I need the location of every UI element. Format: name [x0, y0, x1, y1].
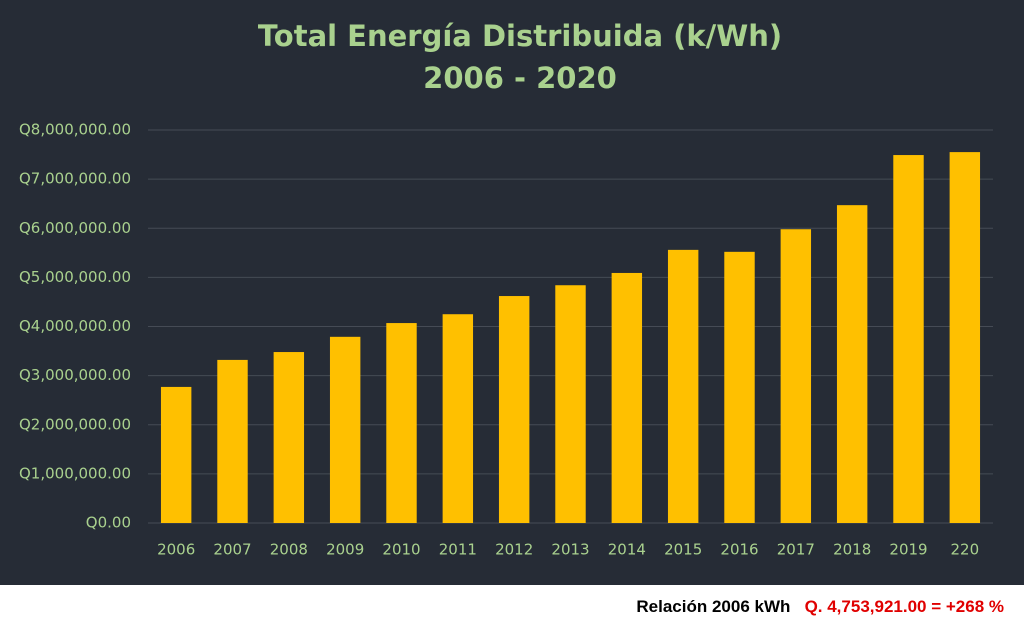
y-tick-label: Q5,000,000.00 [19, 268, 131, 286]
chart: Total Energía Distribuida (k/Wh) 2006 - … [0, 0, 1024, 585]
x-tick-label: 2014 [608, 541, 646, 559]
chart-subtitle: 2006 - 2020 [423, 61, 617, 95]
x-tick-label: 2011 [439, 541, 477, 559]
bar [949, 152, 981, 523]
bar [273, 352, 305, 523]
y-tick-label: Q1,000,000.00 [19, 464, 131, 482]
footer-label: Relación 2006 kWh [636, 597, 791, 616]
x-tick-label: 2012 [495, 541, 533, 559]
bar [386, 323, 417, 523]
bar [836, 205, 868, 523]
bar [498, 296, 530, 523]
x-tick-label: 2016 [720, 541, 758, 559]
x-tick-label: 2019 [889, 541, 927, 559]
footer: Relación 2006 kWh Q. 4,753,921.00 = +268… [0, 585, 1004, 633]
x-tick-label: 2007 [213, 541, 251, 559]
bar [329, 336, 361, 523]
bar [611, 272, 643, 523]
bar [667, 249, 699, 524]
y-tick-label: Q7,000,000.00 [19, 170, 131, 188]
y-tick-label: Q6,000,000.00 [19, 219, 131, 237]
bar [555, 285, 586, 523]
x-tick-label: 220 [951, 541, 980, 559]
x-tick-label: 2010 [382, 541, 420, 559]
x-tick-label: 2018 [833, 541, 871, 559]
bar [217, 359, 248, 523]
bar [893, 155, 924, 523]
bar [724, 251, 755, 523]
y-tick-label: Q3,000,000.00 [19, 366, 131, 384]
chart-title: Total Energía Distribuida (k/Wh) [258, 19, 782, 53]
x-tick-label: 2006 [157, 541, 195, 559]
x-tick-label: 2015 [664, 541, 702, 559]
bar [160, 386, 192, 523]
footer-value: Q. 4,753,921.00 = +268 % [804, 597, 1004, 616]
y-tick-label: Q8,000,000.00 [19, 121, 131, 139]
x-tick-label: 2017 [777, 541, 815, 559]
bar [442, 314, 474, 523]
bar [780, 229, 812, 524]
x-tick-label: 2013 [551, 541, 589, 559]
y-tick-label: Q2,000,000.00 [19, 415, 131, 433]
y-tick-label: Q4,000,000.00 [19, 317, 131, 335]
x-tick-label: 2009 [326, 541, 364, 559]
x-tick-label: 2008 [270, 541, 308, 559]
y-tick-label: Q0.00 [86, 514, 131, 532]
